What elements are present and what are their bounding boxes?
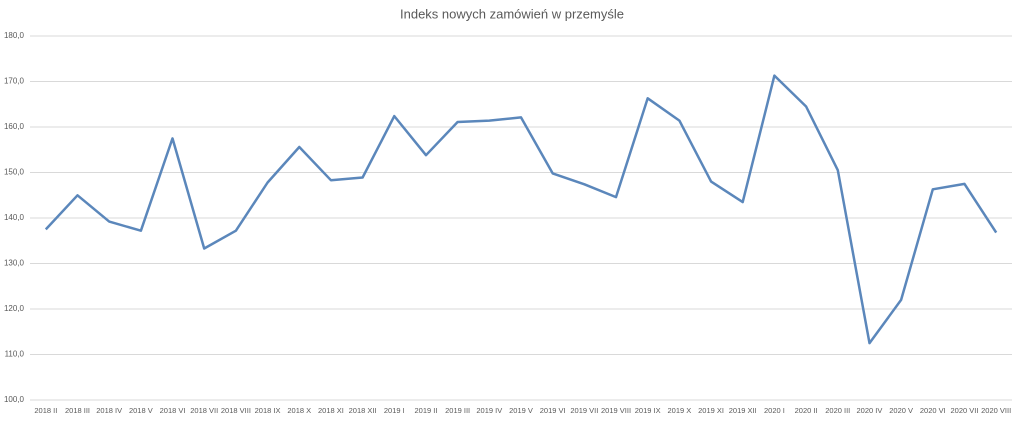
- y-tick-label: 140,0: [4, 213, 25, 222]
- x-tick-label: 2018 V: [129, 406, 153, 415]
- x-tick-label: 2020 VI: [920, 406, 946, 415]
- x-tick-label: 2019 XI: [698, 406, 724, 415]
- chart-title: Indeks nowych zamówień w przemyśle: [400, 6, 624, 21]
- x-tick-label: 2020 IV: [857, 406, 883, 415]
- x-tick-label: 2019 V: [509, 406, 533, 415]
- y-tick-label: 160,0: [4, 122, 25, 131]
- x-tick-label: 2018 II: [34, 406, 57, 415]
- x-tick-label: 2018 VIII: [221, 406, 251, 415]
- y-tick-label: 120,0: [4, 304, 25, 313]
- x-tick-label: 2018 VII: [190, 406, 218, 415]
- x-tick-label: 2018 IV: [96, 406, 122, 415]
- x-tick-label: 2018 X: [287, 406, 311, 415]
- x-tick-label: 2020 VII: [951, 406, 979, 415]
- y-tick-label: 150,0: [4, 168, 25, 177]
- x-tick-label: 2020 II: [795, 406, 818, 415]
- x-tick-label: 2018 XII: [349, 406, 377, 415]
- x-tick-label: 2020 V: [889, 406, 913, 415]
- y-tick-label: 180,0: [4, 31, 25, 40]
- y-tick-label: 170,0: [4, 77, 25, 86]
- data-line: [44, 74, 998, 345]
- x-tick-label: 2019 VI: [540, 406, 566, 415]
- x-tick-label: 2018 IX: [255, 406, 281, 415]
- x-tick-label: 2019 III: [445, 406, 470, 415]
- y-tick-label: 100,0: [4, 395, 25, 404]
- x-tick-label: 2018 III: [65, 406, 90, 415]
- x-tick-label: 2019 XII: [729, 406, 757, 415]
- x-tick-label: 2020 III: [825, 406, 850, 415]
- x-tick-label: 2019 I: [384, 406, 405, 415]
- y-tick-label: 110,0: [5, 350, 25, 359]
- x-tick-label: 2019 VII: [570, 406, 598, 415]
- x-tick-label: 2019 X: [667, 406, 691, 415]
- x-tick-label: 2019 VIII: [601, 406, 631, 415]
- x-tick-label: 2019 IV: [476, 406, 502, 415]
- x-tick-label: 2019 IX: [635, 406, 661, 415]
- x-tick-label: 2019 II: [414, 406, 437, 415]
- x-tick-label: 2018 XI: [318, 406, 344, 415]
- y-tick-label: 130,0: [4, 259, 25, 268]
- x-tick-label: 2018 VI: [160, 406, 186, 415]
- x-tick-label: 2020 I: [764, 406, 785, 415]
- x-tick-label: 2020 VIII: [981, 406, 1011, 415]
